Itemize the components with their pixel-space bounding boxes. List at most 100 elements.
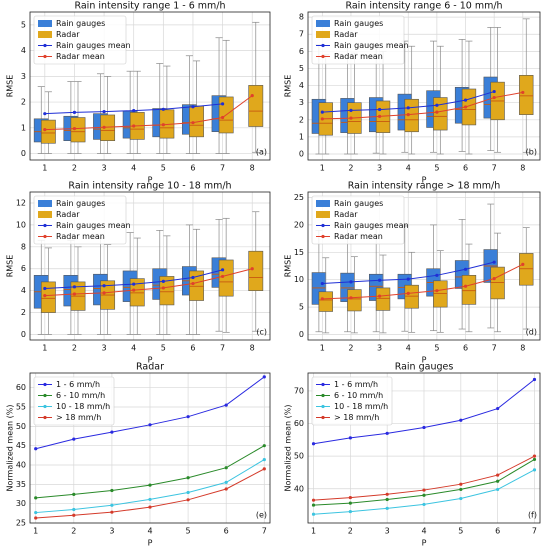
y-tick-label: 45	[16, 441, 26, 450]
panel: Rain intensity range 1 - 6 mm/h P RMSE 0 1 2 3…	[6, 1, 271, 185]
series-point	[459, 482, 463, 486]
y-tick-label: 35	[16, 480, 26, 489]
mean-point	[406, 291, 410, 296]
series-point	[186, 498, 190, 502]
mean-point	[435, 103, 439, 107]
series-point	[224, 403, 228, 407]
y-tick-label: 7	[299, 30, 304, 39]
series-point	[262, 444, 266, 448]
mean-point	[492, 89, 496, 94]
legend-frame	[33, 376, 115, 426]
legend-swatch	[38, 31, 52, 38]
series-point	[422, 425, 426, 430]
x-tick-label: 4	[406, 164, 411, 173]
mean-point	[43, 286, 47, 291]
legend-frame	[311, 376, 393, 426]
mean-point	[43, 112, 47, 116]
mean-point	[492, 277, 496, 281]
mean-point	[43, 294, 47, 298]
mean-point	[220, 102, 225, 106]
x-tick-label: 8	[520, 344, 525, 353]
x-axis-label: P	[148, 356, 153, 365]
x-tick-label: 8	[250, 344, 255, 353]
y-tick-label: 25	[294, 193, 304, 202]
x-tick-label: 5	[186, 527, 191, 536]
x-tick-label: 6	[190, 164, 195, 173]
y-tick-label: 1	[21, 123, 26, 132]
x-tick-label: 1	[311, 527, 316, 536]
panel: Rain intensity range > 18 mm/h P RMSE 0 5 10 1…	[284, 181, 541, 365]
series-point	[348, 495, 352, 500]
legend: 1 - 6 mm/h 6 - 10 mm/h 10 - 18 mm/h > 18 mm…	[33, 376, 115, 426]
box	[433, 97, 448, 131]
mean-point	[72, 110, 77, 114]
x-tick-label: 4	[406, 344, 411, 353]
series-point	[186, 490, 190, 495]
y-tick-label: 5	[21, 20, 26, 29]
legend-frame	[33, 15, 127, 65]
chart-title: Rain intensity range 1 - 6 mm/h	[74, 1, 225, 12]
legend-marker	[321, 43, 325, 48]
x-tick-label: 3	[102, 344, 107, 353]
x-tick-label: 7	[492, 164, 497, 173]
x-tick-label: 2	[348, 164, 353, 173]
x-tick-label: 8	[520, 164, 525, 173]
box	[248, 85, 264, 127]
y-tick-label: 2	[299, 115, 304, 124]
y-tick-label: 10	[294, 275, 304, 284]
mean-point	[191, 275, 195, 280]
mean-point	[43, 128, 47, 132]
chart-title: Rain intensity range 10 - 18 mm/h	[68, 181, 231, 192]
series-point	[385, 492, 389, 496]
x-tick-label: 6	[495, 527, 500, 536]
y-tick-label: 5	[299, 303, 304, 312]
series-point	[110, 430, 114, 434]
mean-point	[435, 110, 439, 114]
plot-frame	[29, 11, 271, 161]
box	[318, 291, 333, 312]
y-tick-label: 12	[16, 198, 26, 207]
x-tick-label: 4	[131, 164, 136, 173]
mean-point	[102, 284, 106, 288]
x-tick-label: 2	[348, 344, 353, 353]
legend-label: Rain gauges	[334, 19, 383, 28]
series-point	[186, 415, 190, 419]
mean-point	[161, 286, 165, 290]
legend-label: 1 - 6 mm/h	[334, 380, 378, 389]
y-tick-label: 3	[21, 72, 26, 81]
x-tick-label: 1	[320, 344, 325, 353]
series-point	[72, 492, 76, 496]
x-tick-label: 1	[42, 344, 47, 353]
y-tick-label: 6	[299, 47, 304, 56]
legend-label: 10 - 18 mm/h	[334, 402, 388, 411]
x-tick-label: 1	[33, 527, 38, 536]
legend-marker	[321, 382, 325, 387]
series-point	[385, 431, 389, 435]
y-tick-label: 4	[299, 81, 304, 90]
series-point	[148, 505, 152, 509]
mean-point	[406, 277, 410, 281]
y-tick-label: 1	[299, 132, 304, 141]
series-point	[72, 437, 76, 441]
y-tick-label: 8	[299, 13, 304, 22]
legend: Rain gauges Radar Rain gauges mean Radar me…	[311, 195, 409, 245]
x-tick-label: 6	[463, 164, 468, 173]
mean-line	[44, 95, 253, 131]
y-axis-label: Normalized mean (%)	[284, 405, 293, 492]
legend: 1 - 6 mm/h 6 - 10 mm/h 10 - 18 mm/h > 18 mm…	[311, 376, 393, 426]
mean-point	[463, 105, 468, 109]
legend-marker	[321, 415, 325, 420]
panel-label: (f)	[528, 511, 537, 520]
series-point	[496, 473, 500, 477]
plot-frame	[29, 191, 271, 341]
x-tick-label: 4	[147, 527, 152, 536]
x-tick-label: 2	[72, 164, 77, 173]
mean-point	[161, 279, 165, 283]
panel-label: (d)	[526, 328, 537, 337]
legend-marker	[43, 404, 47, 409]
series-point	[348, 509, 352, 514]
mean-point	[220, 268, 225, 272]
y-tick-label: 60	[16, 383, 26, 392]
panel: Rain intensity range 6 - 10 mm/h P RMSE 0 1 2…	[284, 1, 541, 185]
